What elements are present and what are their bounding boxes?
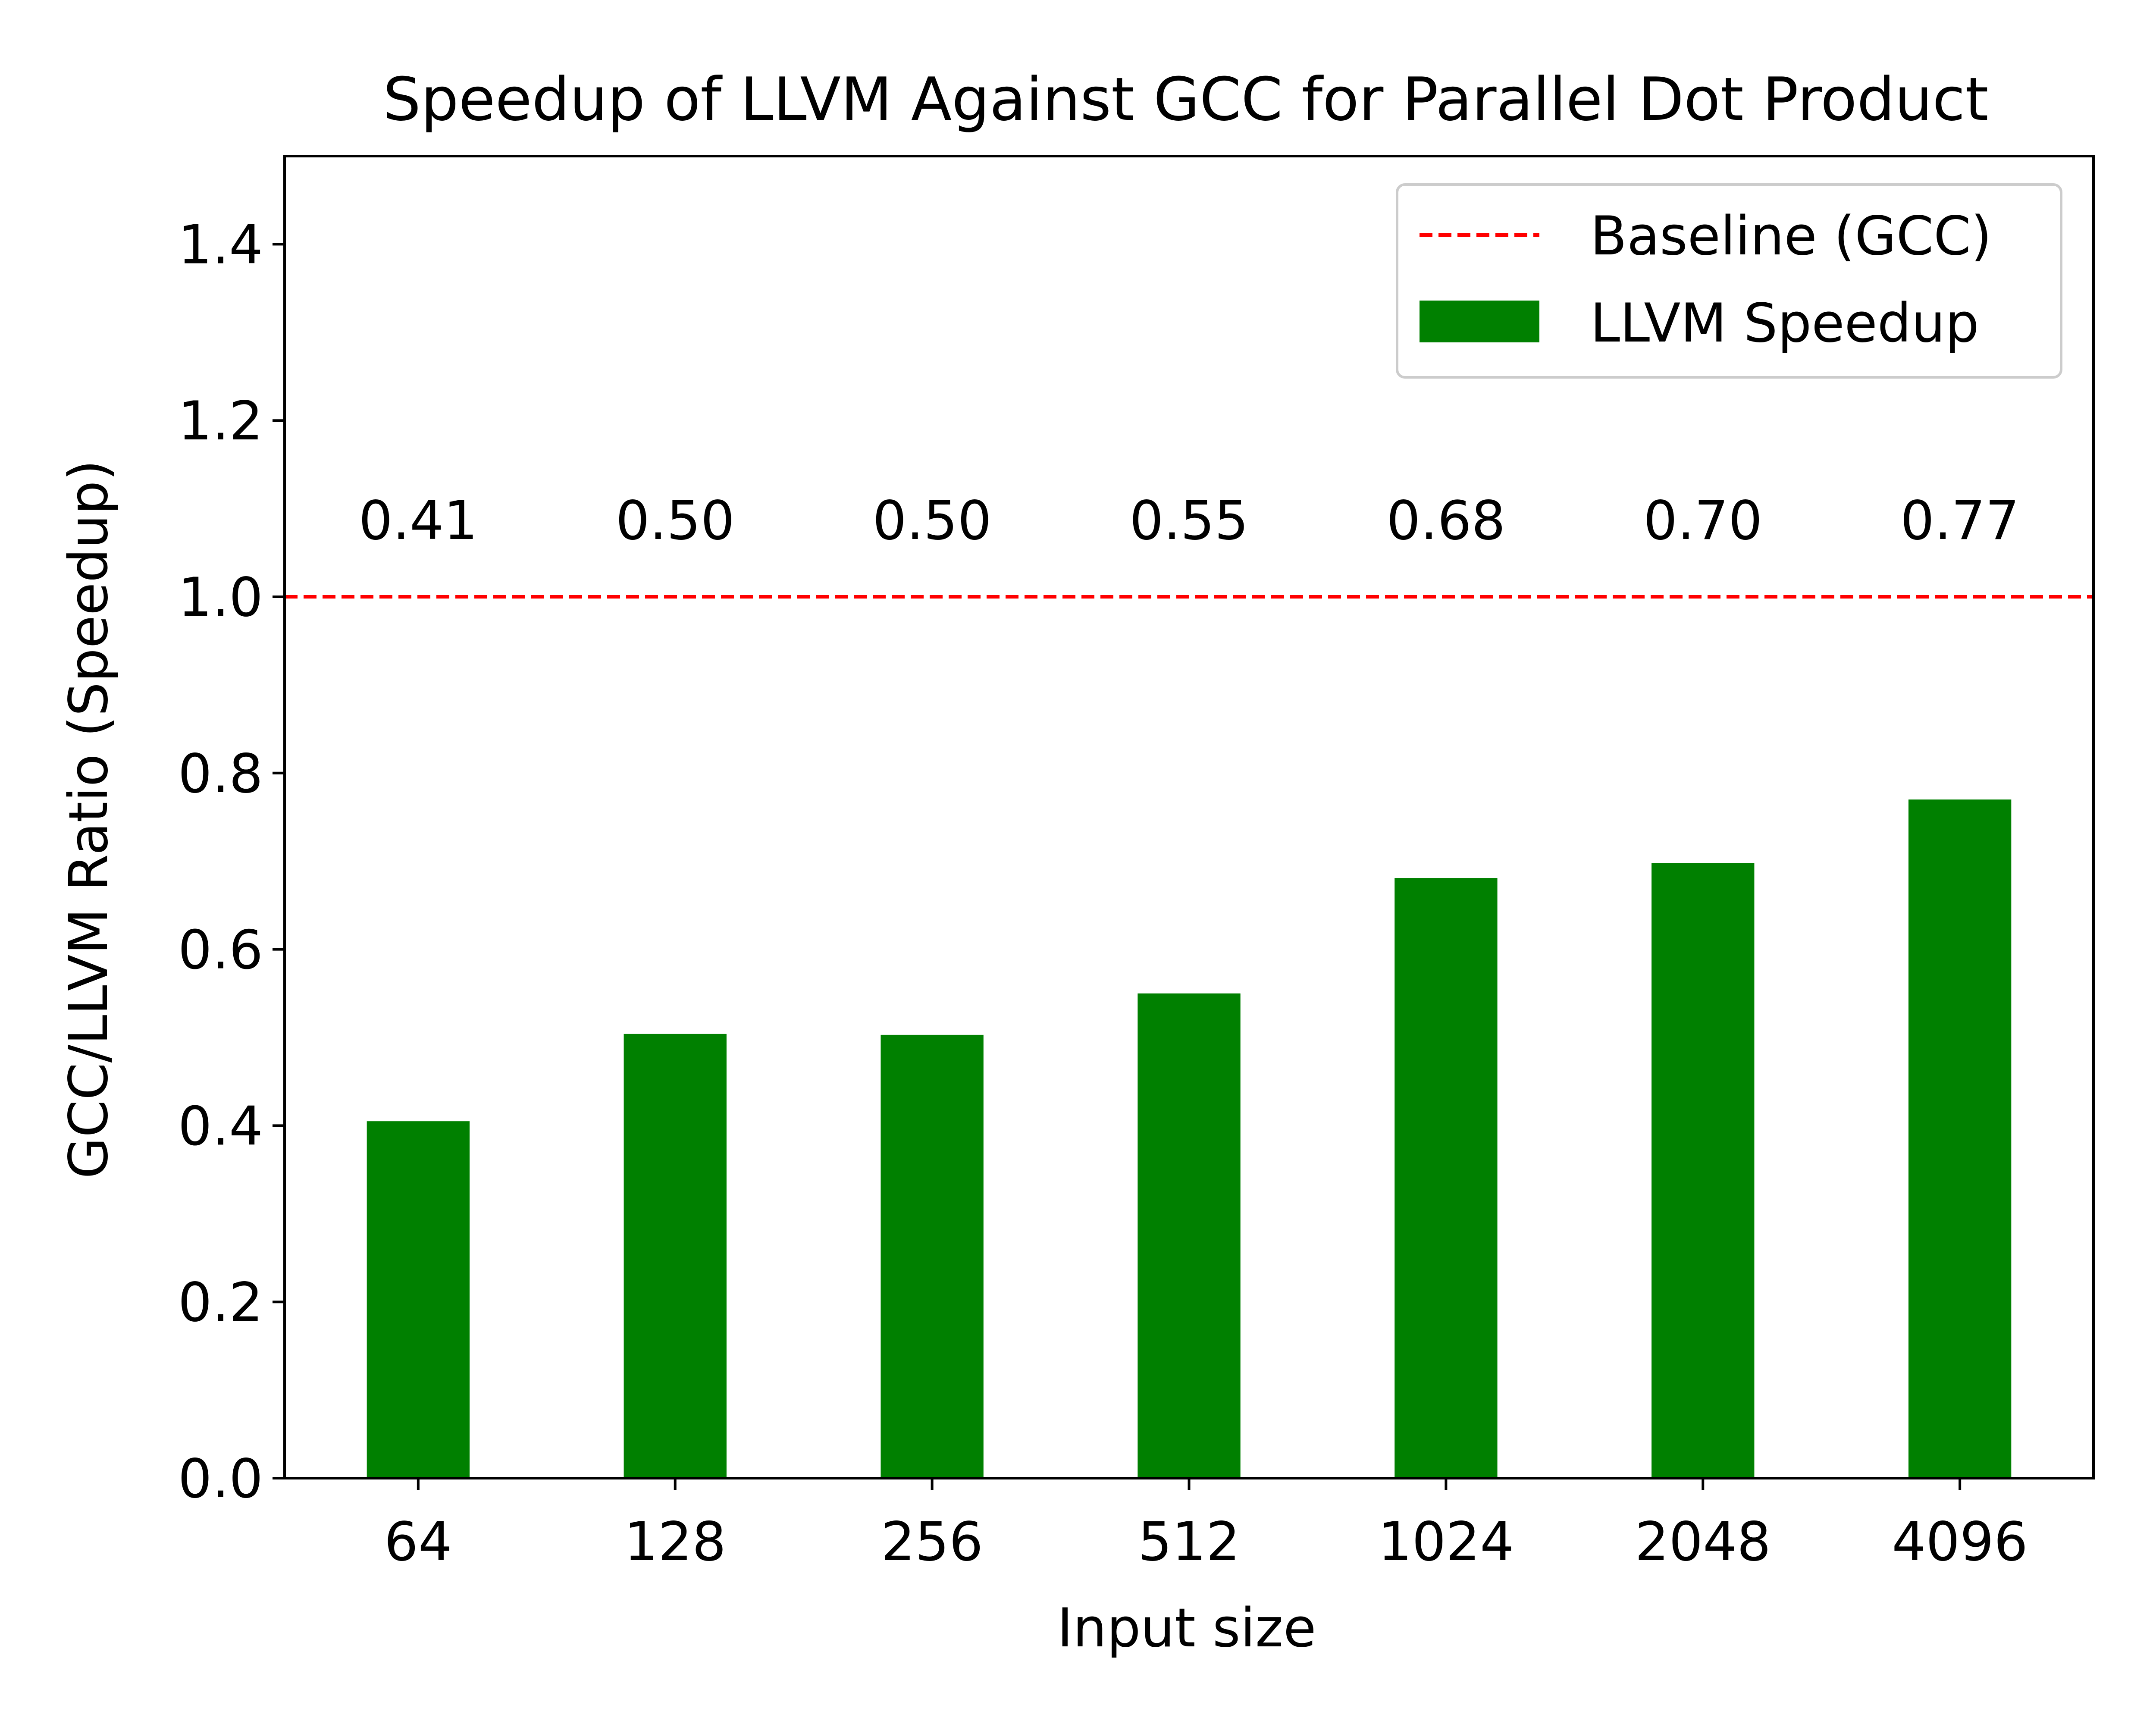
data-label-4096: 0.77 — [1900, 490, 2019, 552]
bar-1024 — [1395, 878, 1498, 1478]
y-tick-label: 0.6 — [178, 919, 263, 981]
x-tick-label: 1024 — [1378, 1511, 1514, 1573]
x-axis-label: Input size — [1057, 1597, 1316, 1659]
legend-bar-swatch — [1420, 301, 1539, 342]
bar-128 — [624, 1034, 727, 1478]
y-axis: 0.0 0.2 0.4 0.6 0.8 1.0 1.2 1.4 — [178, 214, 285, 1510]
x-tick-label: 512 — [1138, 1511, 1240, 1573]
x-axis: 64 128 256 512 1024 2048 4096 — [384, 1478, 2028, 1573]
bar-512 — [1138, 993, 1241, 1478]
y-tick-label: 1.2 — [178, 390, 263, 452]
bar-2048 — [1651, 863, 1755, 1478]
data-label-64: 0.41 — [359, 490, 478, 552]
x-tick-label: 4096 — [1892, 1511, 2028, 1573]
data-label-256: 0.50 — [873, 490, 992, 552]
x-tick-label: 128 — [624, 1511, 726, 1573]
data-label-2048: 0.70 — [1643, 490, 1762, 552]
data-labels-group: 0.41 0.50 0.50 0.55 0.68 0.70 0.77 — [359, 490, 2019, 552]
data-label-128: 0.50 — [616, 490, 735, 552]
data-label-512: 0.55 — [1129, 490, 1248, 552]
y-tick-label: 0.2 — [178, 1272, 263, 1334]
y-axis-label: GCC/LLVM Ratio (Speedup) — [58, 460, 120, 1178]
y-tick-label: 1.4 — [178, 214, 263, 276]
y-tick-label: 0.8 — [178, 743, 263, 805]
bar-64 — [367, 1121, 470, 1478]
bars-group — [367, 799, 2012, 1478]
legend-baseline-label: Baseline (GCC) — [1590, 205, 1992, 267]
y-tick-label: 0.0 — [178, 1448, 263, 1510]
legend-box — [1396, 183, 2062, 379]
x-tick-label: 256 — [881, 1511, 983, 1573]
x-tick-label: 64 — [384, 1511, 452, 1573]
x-tick-label: 2048 — [1635, 1511, 1771, 1573]
chart-title: Speedup of LLVM Against GCC for Parallel… — [383, 65, 1988, 134]
bar-256 — [881, 1034, 984, 1478]
legend: Baseline (GCC) LLVM Speedup — [1396, 183, 2062, 379]
data-label-1024: 0.68 — [1386, 490, 1505, 552]
legend-bar-label: LLVM Speedup — [1590, 292, 1979, 354]
y-tick-label: 1.0 — [178, 567, 263, 629]
y-tick-label: 0.4 — [178, 1095, 263, 1157]
bar-4096 — [1908, 799, 2012, 1478]
